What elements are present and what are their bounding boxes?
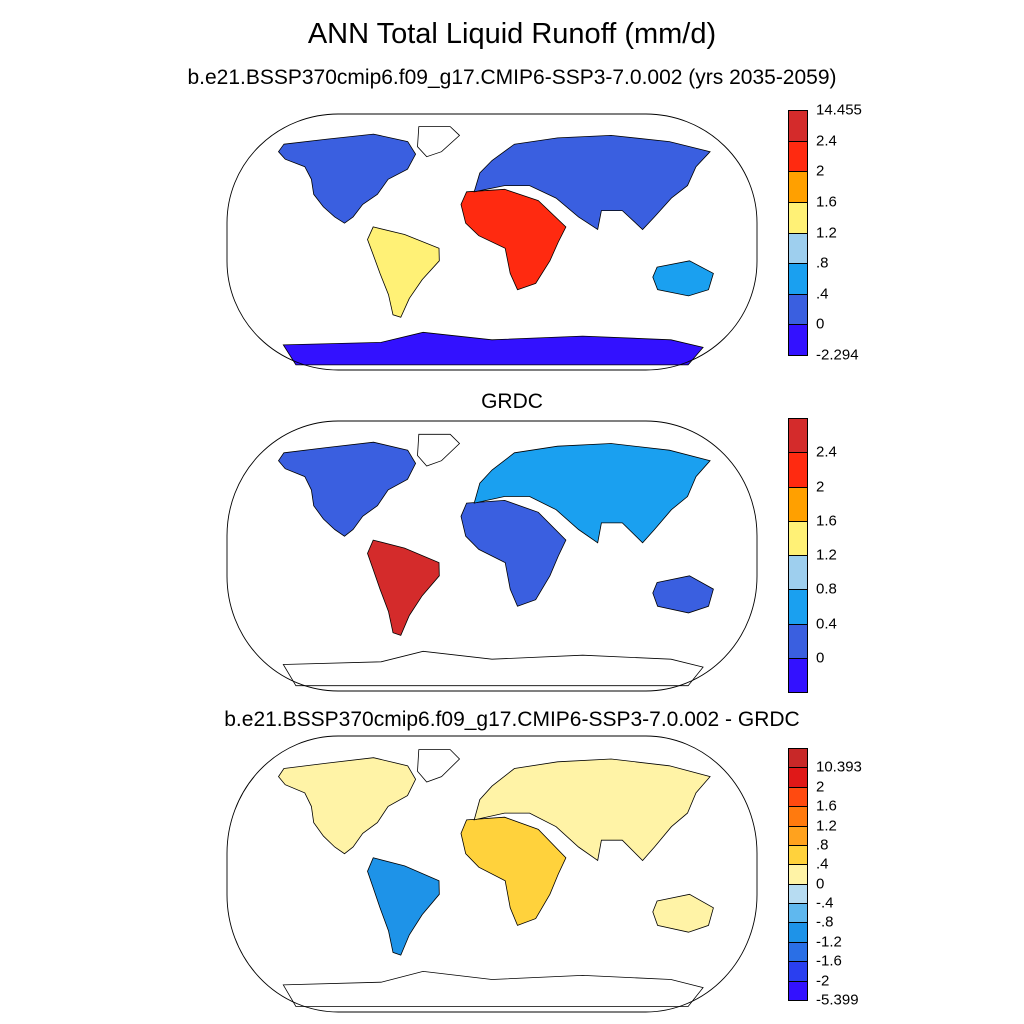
colorbar-label: -2: [816, 972, 830, 990]
colorbar-swatch: [788, 110, 808, 142]
continent-eurasia: [473, 134, 711, 231]
colorbar-swatch: [788, 767, 808, 788]
continent-north-america: [277, 441, 417, 537]
map-outline: [226, 735, 758, 1013]
colorbar-label: 1.6: [816, 193, 837, 211]
colorbar-swatch: [788, 844, 808, 866]
continent-eurasia: [473, 758, 711, 862]
colorbar-swatch: [788, 864, 808, 885]
panel-title-diff: b.e21.BSSP370cmip6.f09_g17.CMIP6-SSP3-7.…: [224, 708, 800, 731]
colorbar-label: 2: [816, 778, 825, 796]
colorbar-label: -.8: [816, 913, 834, 931]
continent-antarctica: [282, 331, 704, 366]
colorbar-swatch: [788, 201, 808, 234]
colorbar-swatch: [788, 786, 808, 808]
continent-greenland: [417, 749, 461, 783]
continent-antarctica: [282, 970, 704, 1007]
colorbar-label: 1.2: [816, 817, 837, 835]
colorbar-swatch: [788, 140, 808, 173]
colorbar-label: 0.4: [816, 615, 837, 632]
colorbar-swatch: [788, 657, 808, 693]
colorbar-label: 1.6: [816, 797, 837, 815]
colorbar-label: 10.393: [816, 758, 862, 776]
colorbar-swatch: [788, 980, 808, 1001]
colorbar-swatch: [788, 232, 808, 265]
colorbar-swatch: [788, 922, 808, 943]
colorbar-label: 0: [816, 875, 825, 893]
continent-eurasia: [473, 443, 711, 544]
colorbar-label: -1.2: [816, 933, 842, 951]
colorbar-label: .8: [816, 254, 829, 272]
map-outline: [226, 420, 758, 692]
colorbar-swatch: [788, 941, 808, 963]
colorbar-swatch: [788, 748, 808, 769]
colorbar-label: 1.2: [816, 224, 837, 241]
colorbar-label: -2.294: [816, 346, 859, 364]
panel-title-model: b.e21.BSSP370cmip6.f09_g17.CMIP6-SSP3-7.…: [187, 66, 837, 89]
colorbar-swatch: [788, 418, 808, 454]
figure-title: ANN Total Liquid Runoff (mm/d): [307, 18, 717, 50]
colorbar-swatch: [788, 452, 808, 488]
continent-australia: [652, 575, 714, 614]
colorbar-label: 2: [816, 478, 825, 495]
colorbar-label: 0: [816, 649, 825, 667]
colorbar-label: .4: [816, 855, 829, 873]
continent-greenland: [417, 433, 461, 467]
continent-africa: [460, 816, 567, 926]
colorbar-label: 2.4: [816, 132, 837, 150]
continent-north-america: [278, 757, 417, 855]
colorbar-swatch: [788, 623, 808, 659]
colorbar-swatch: [788, 555, 808, 591]
colorbar-swatch: [788, 883, 808, 905]
colorbar-label: .8: [816, 836, 829, 854]
colorbar-label: 1.6: [816, 512, 837, 530]
colorbar-label: 2.4: [816, 443, 837, 461]
continent-greenland: [417, 126, 461, 158]
continent-south-america: [367, 857, 440, 956]
map-model-frame: [226, 113, 758, 371]
colorbar-swatch: [788, 293, 808, 326]
colorbar-swatch: [788, 263, 808, 295]
continent-australia: [652, 893, 714, 933]
colorbar-label: 0: [816, 315, 825, 333]
continent-south-america: [367, 226, 440, 318]
colorbar-label: 0.8: [816, 580, 837, 598]
continent-australia: [652, 260, 714, 297]
continent-north-america: [277, 133, 417, 224]
continent-africa: [460, 499, 567, 607]
colorbar-swatch: [788, 903, 808, 924]
colorbar-swatch: [788, 806, 808, 827]
colorbar-swatch: [788, 324, 808, 356]
colorbar-label: -5.399: [816, 991, 859, 1009]
colorbar-label: 2: [816, 162, 825, 180]
colorbar-swatch: [788, 486, 808, 522]
continent-africa: [460, 188, 567, 291]
colorbar-label: .4: [816, 285, 829, 303]
continent-south-america: [367, 539, 440, 636]
colorbar-swatch: [788, 825, 808, 846]
panel-title-obs: GRDC: [481, 390, 543, 413]
colorbar-label: -.4: [816, 894, 834, 912]
map-outline: [226, 113, 758, 371]
colorbar-label: -1.6: [816, 952, 842, 970]
colorbar-label: 14.455: [816, 101, 862, 119]
colorbar-swatch: [788, 520, 808, 556]
colorbar-swatch: [788, 961, 808, 982]
colorbar-swatch: [788, 171, 808, 203]
colorbar-swatch: [788, 589, 808, 625]
map-diff-frame: [226, 735, 758, 1013]
colorbar-label: 1.2: [816, 546, 837, 564]
continent-antarctica: [282, 650, 704, 687]
map-obs-frame: [226, 420, 758, 692]
